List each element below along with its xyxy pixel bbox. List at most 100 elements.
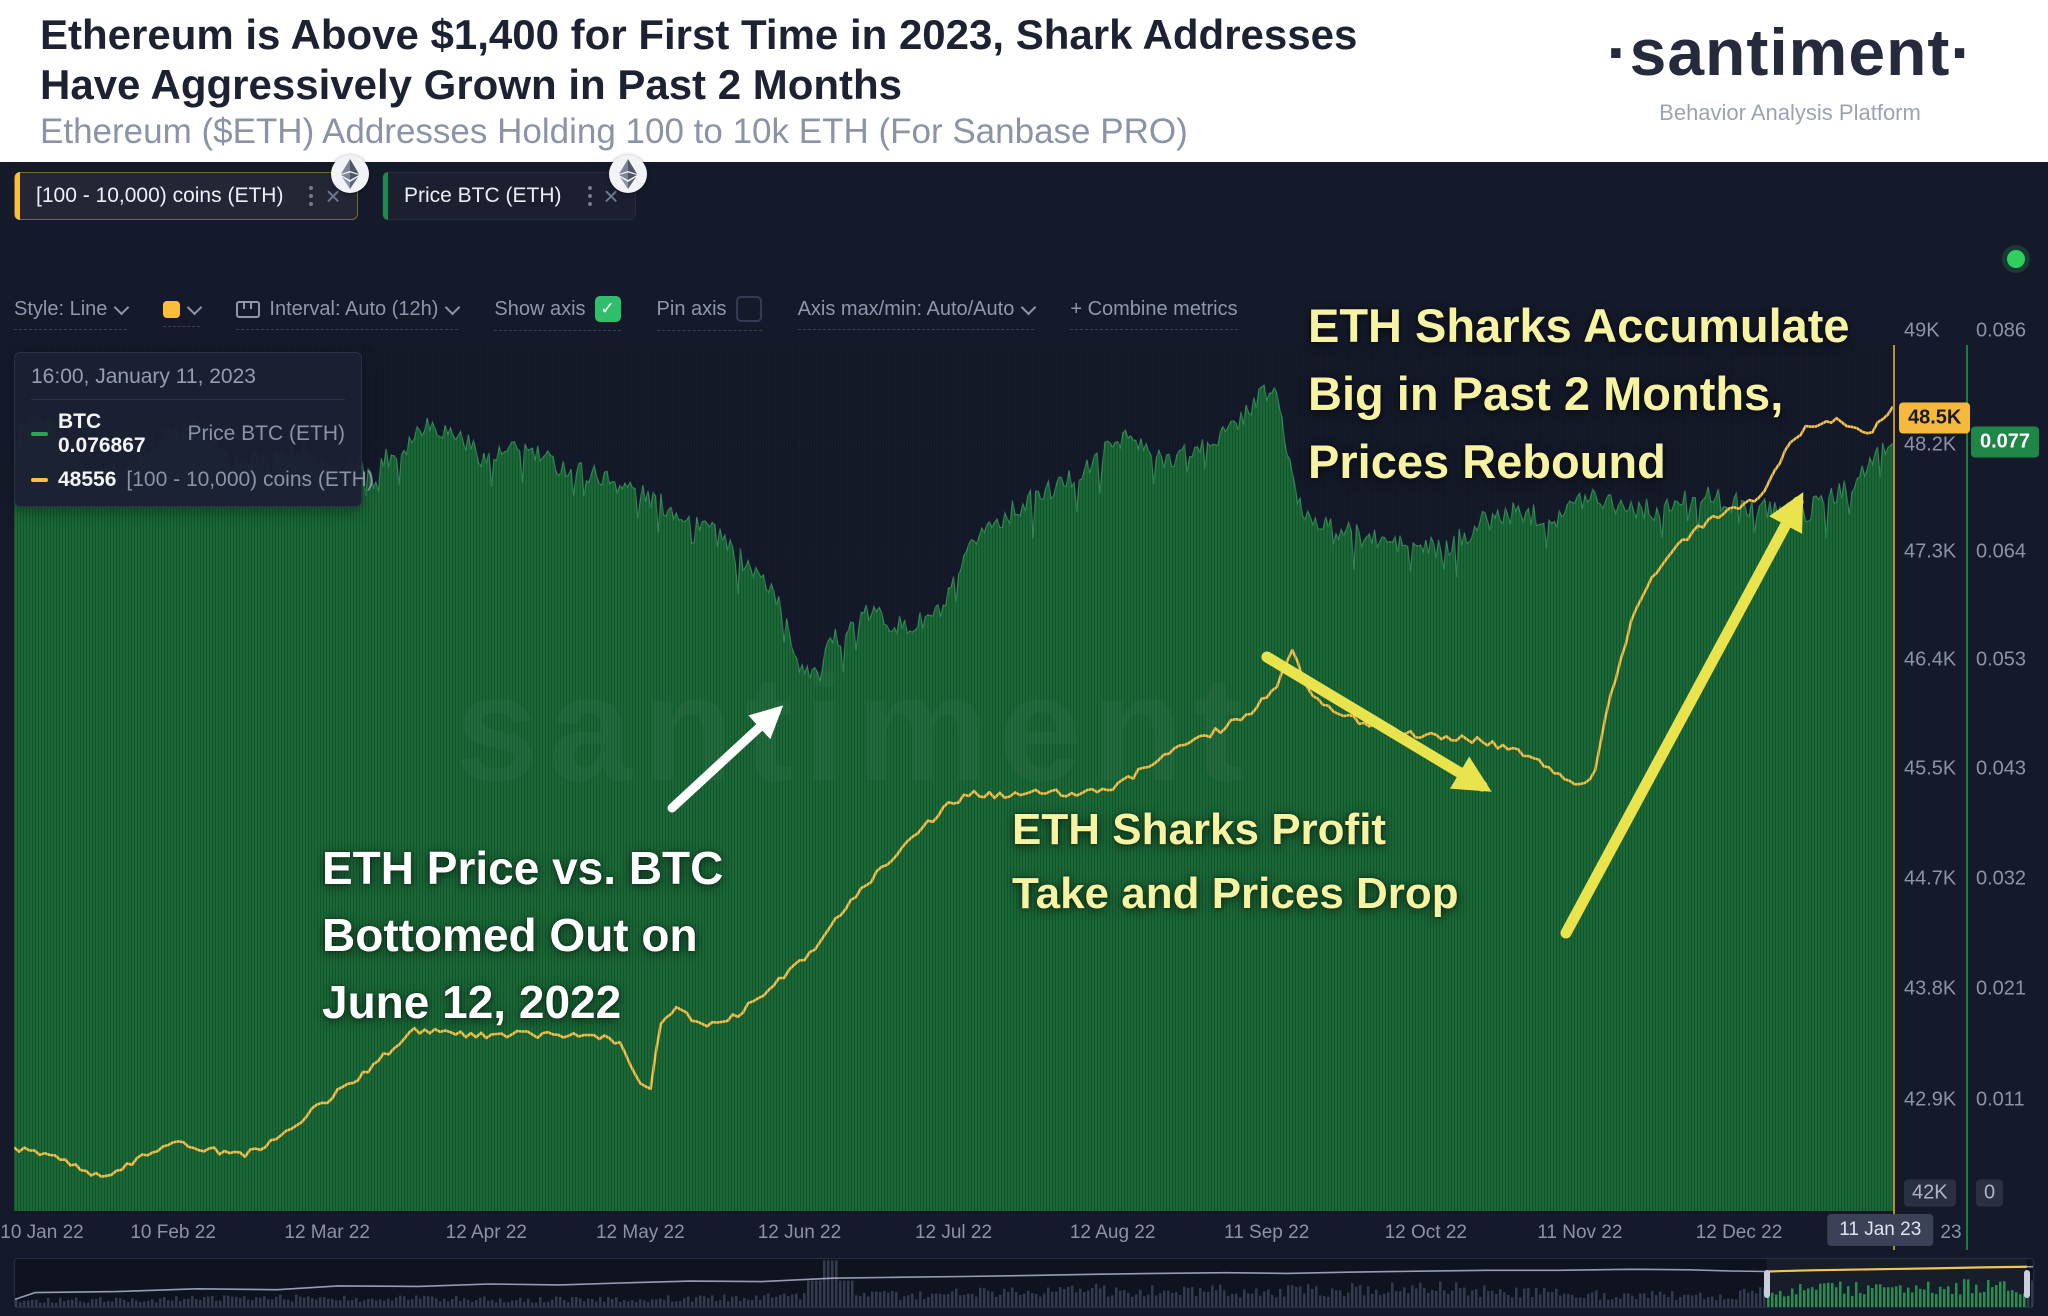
eth-coin-icon [330, 155, 369, 193]
axis-tick-label: 46.4K [1904, 648, 1957, 671]
tab-menu-icon[interactable] [587, 186, 592, 206]
tab-label: [100 - 10,000) coins (ETH) [36, 184, 284, 207]
x-tick-label: 10 Feb 22 [130, 1222, 216, 1243]
price-axis-line [1966, 345, 1968, 1250]
crosshair-date-badge: 11 Jan 23 [1827, 1214, 1934, 1246]
chevron-down-icon [187, 299, 203, 315]
interval-icon [236, 300, 261, 318]
axis-tick-label: 49K [1904, 319, 1940, 342]
x-tick-label: 12 Mar 22 [284, 1222, 370, 1243]
pin-axis-checkbox[interactable] [735, 296, 762, 322]
axis-tick-label: 42K [1904, 1179, 1956, 1207]
pin-axis-label: Pin axis [656, 297, 727, 320]
eth-coin-icon [608, 155, 647, 193]
santiment-logo: ·santiment· [1606, 15, 1974, 89]
x-tick-label: 11 Nov 22 [1537, 1222, 1623, 1243]
metric-tab-price-btc[interactable]: Price BTC (ETH) × [382, 155, 647, 220]
chart-tooltip: 16:00, January 11, 2023 BTC 0.076867 Pri… [14, 352, 374, 507]
x-tick-label: 12 Apr 22 [445, 1222, 527, 1243]
x-tick-label: 11 Sep 22 [1224, 1222, 1310, 1243]
chevron-down-icon [1021, 299, 1037, 315]
tab-close-icon[interactable]: × [325, 181, 341, 211]
axis-tick-label: 0.053 [1976, 648, 2027, 671]
axis-tick-label: 45.5K [1904, 757, 1957, 780]
x-tick-label: 12 Dec 22 [1695, 1222, 1783, 1243]
chevron-down-icon [445, 299, 461, 315]
combine-metrics-label: + Combine metrics [1070, 297, 1238, 320]
nav-handle-right[interactable] [2023, 1270, 2030, 1298]
style-label: Style: Line [14, 297, 108, 320]
tooltip-value: BTC 0.076867 [58, 410, 146, 457]
tooltip-value: 48556 [58, 468, 117, 491]
tab-accent-bar [15, 172, 20, 220]
pin-axis-toggle[interactable]: Pin axis [656, 296, 762, 331]
nav-handle-left[interactable] [1763, 1270, 1770, 1298]
annotation-line: ETH Sharks Accumulate [1308, 299, 1850, 352]
x-tick-label: 23 [1940, 1222, 1962, 1243]
checkmark-icon: ✓ [600, 299, 615, 318]
axis-tick-label: 0 [1976, 1179, 2004, 1207]
current-value-badge-shark: 48.5K [1899, 402, 1971, 434]
axis-maxmin-dropdown[interactable]: Axis max/min: Auto/Auto [797, 297, 1037, 330]
annotation-accumulate: ETH Sharks Accumulate Big in Past 2 Mont… [1308, 292, 1850, 496]
series-color-dash [31, 478, 48, 482]
show-axis-toggle[interactable]: Show axis ✓ [494, 296, 621, 331]
annotation-line: ETH Sharks Profit [1012, 805, 1387, 854]
page-subtitle: Ethereum ($ETH) Addresses Holding 100 to… [40, 112, 1188, 151]
axis-tick-label: 48.2K [1904, 433, 1957, 456]
axis-tick-label: 43.8K [1904, 977, 1957, 1000]
live-status-dot [2007, 250, 2025, 268]
shark-axis-line [1893, 345, 1895, 1250]
tooltip-metric: Price BTC (ETH) [187, 422, 346, 445]
x-tick-label: 12 Jun 22 [757, 1222, 842, 1243]
color-swatch-dropdown[interactable] [163, 299, 203, 327]
annotation-line: Bottomed Out on [322, 909, 698, 961]
annotation-bottomed-out: ETH Price vs. BTC Bottomed Out on June 1… [322, 835, 723, 1036]
tooltip-row: BTC 0.076867 Price BTC (ETH) [31, 410, 345, 458]
tab-label: Price BTC (ETH) [404, 184, 562, 207]
axis-tick-label: 42.9K [1904, 1088, 1957, 1111]
tab-close-icon[interactable]: × [603, 181, 619, 211]
axis-tick-label: 0.032 [1976, 867, 2027, 890]
annotation-line: Prices Rebound [1308, 435, 1666, 488]
x-tick-label: 12 Jul 22 [914, 1222, 993, 1243]
axis-tick-label: 44.7K [1904, 867, 1957, 890]
page-header: Ethereum is Above $1,400 for First Time … [0, 0, 2048, 162]
interval-dropdown[interactable]: Interval: Auto (12h) [236, 297, 461, 330]
show-axis-checkbox[interactable]: ✓ [594, 296, 621, 322]
x-tick-label: 12 Aug 22 [1069, 1222, 1156, 1243]
annotation-line: June 12, 2022 [322, 976, 622, 1028]
axis-tick-label: 0.011 [1976, 1088, 2025, 1111]
axis-tick-label: 0.064 [1976, 540, 2027, 563]
x-tick-label: 10 Jan 22 [0, 1222, 84, 1243]
x-tick-label: 12 Oct 22 [1384, 1222, 1468, 1243]
interval-label: Interval: Auto (12h) [269, 297, 439, 320]
annotation-line: Big in Past 2 Months, [1308, 367, 1784, 420]
annotation-line: ETH Price vs. BTC [322, 842, 724, 894]
combine-metrics-button[interactable]: + Combine metrics [1070, 297, 1238, 330]
axis-tick-label: 0.086 [1976, 319, 2027, 342]
annotation-profit-take: ETH Sharks Profit Take and Prices Drop [1012, 798, 1459, 926]
santiment-logo-block: ·santiment· Behavior Analysis Platform [1540, 14, 2040, 126]
chart-panel: [100 - 10,000) coins (ETH) × Price BTC (… [0, 155, 2048, 1316]
show-axis-label: Show axis [494, 297, 586, 320]
tooltip-timestamp: 16:00, January 11, 2023 [31, 365, 345, 400]
series-color-swatch [163, 300, 181, 318]
tab-menu-icon[interactable] [309, 186, 314, 206]
tooltip-row: 48556 [100 - 10,000) coins (ETH) [31, 468, 374, 492]
logo-tagline: Behavior Analysis Platform [1659, 100, 1921, 125]
tab-accent-bar [383, 172, 388, 220]
chart-toolbar: Style: Line Interval: Auto (12h) Show ax… [14, 296, 1274, 331]
axis-maxmin-label: Axis max/min: Auto/Auto [797, 297, 1015, 320]
page-title: Ethereum is Above $1,400 for First Time … [40, 11, 1358, 108]
style-dropdown[interactable]: Style: Line [14, 297, 130, 330]
navigator[interactable] [14, 1258, 2034, 1308]
axis-tick-label: 47.3K [1904, 540, 1957, 563]
current-value-badge-price: 0.077 [1971, 426, 2040, 458]
axis-tick-label: 0.021 [1976, 977, 2027, 1000]
x-tick-label: 12 May 22 [595, 1222, 685, 1243]
metric-tab-coins[interactable]: [100 - 10,000) coins (ETH) × [14, 155, 369, 220]
annotation-line: Take and Prices Drop [1012, 869, 1459, 918]
series-color-dash [31, 432, 48, 436]
